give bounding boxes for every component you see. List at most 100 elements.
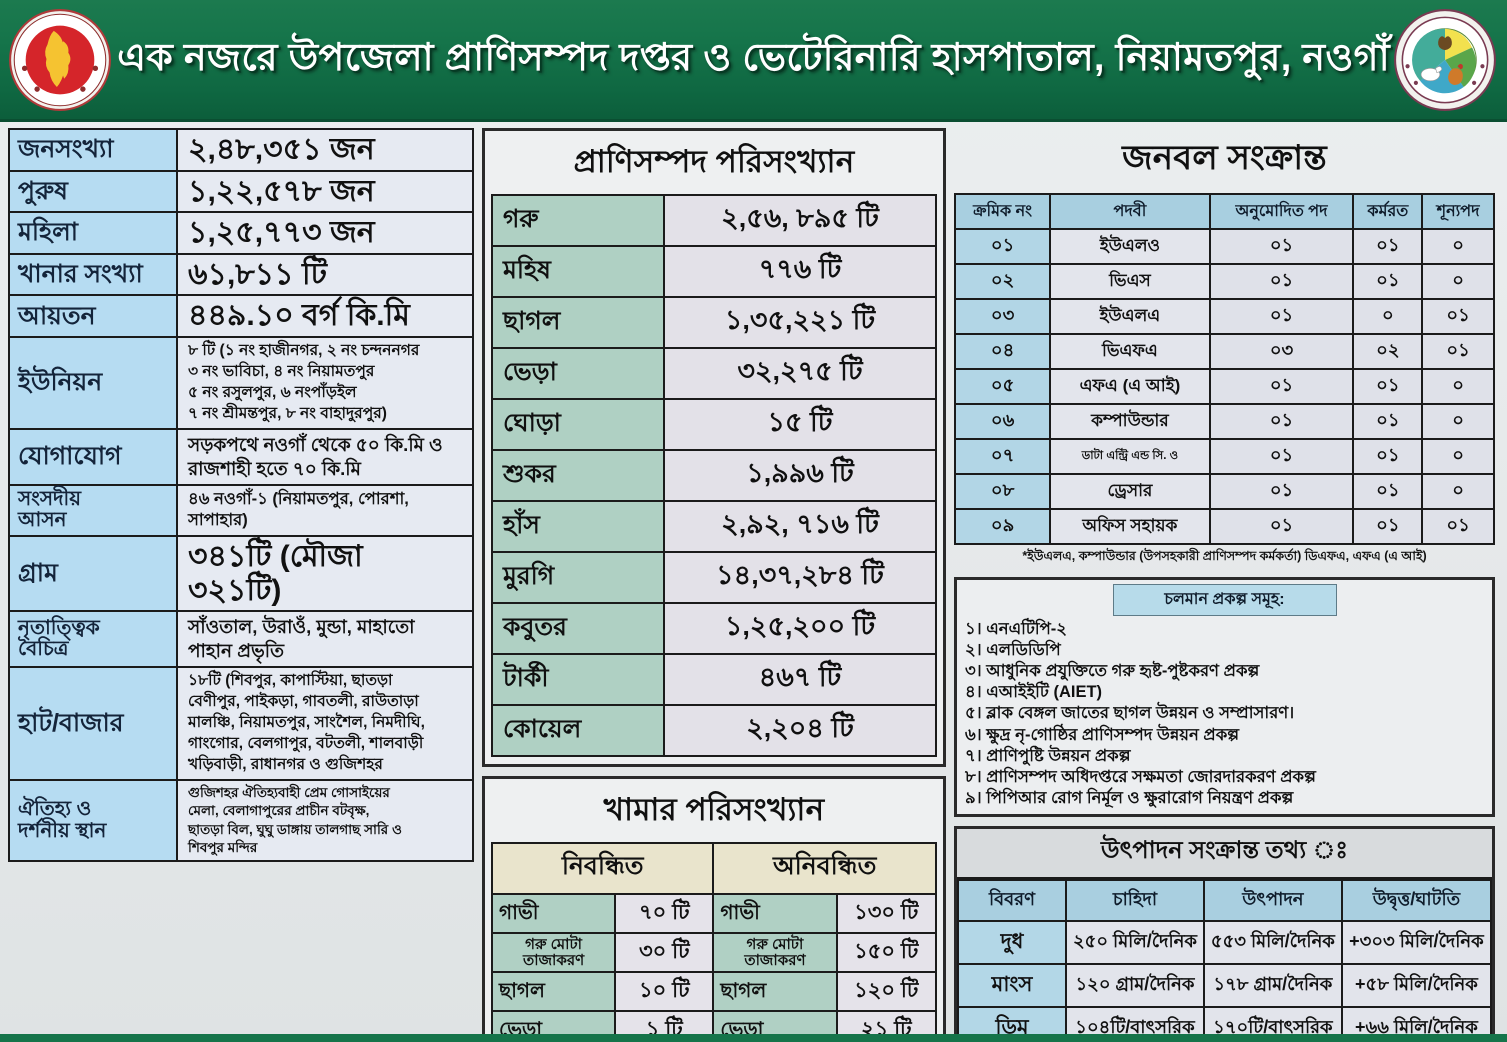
manpower-row: ০১ ইউএলও ০১ ০১ ০ bbox=[953, 228, 1495, 265]
production-column-header: বিবরণ bbox=[957, 878, 1067, 922]
manpower-post: ভিএফএ bbox=[1049, 333, 1211, 370]
manpower-approved: ০১ bbox=[1208, 368, 1355, 405]
farm-unregistered-label: গাভী bbox=[712, 893, 838, 934]
manpower-column-header: অনুমোদিত পদ bbox=[1208, 193, 1355, 230]
livestock-row: ভেড়া ৩২,২৭৫ টি bbox=[491, 347, 937, 400]
production-output: ১৭৮ গ্রাম/দৈনিক bbox=[1202, 962, 1343, 1008]
general-info-label: জনসংখ্যা bbox=[8, 128, 178, 172]
farm-row: ছাগল ১০ টি ছাগল ১২০ টি bbox=[490, 971, 937, 1012]
project-item: ৩। আধুনিক প্রযুক্তিতে গরু হৃষ্ট-পুষ্টকরণ… bbox=[965, 662, 1260, 681]
livestock-label: মুরগি bbox=[491, 551, 665, 604]
project-item: ৮। প্রাণিসম্পদ অধিদপ্তরে সক্ষমতা জোরদারক… bbox=[965, 767, 1316, 786]
livestock-row: টার্কী ৪৬৭ টি bbox=[491, 653, 937, 706]
livestock-row: মহিষ ৭৭৬ টি bbox=[491, 245, 937, 298]
production-surplus: +৩০৩ মিলি/দৈনিক bbox=[1340, 919, 1493, 965]
general-info-value: সড়কপথে নওগাঁ থেকে ৫০ কি.মি ও রাজশাহী হতে… bbox=[176, 427, 474, 486]
manpower-title: জনবল সংক্রান্ত bbox=[1122, 139, 1327, 177]
manpower-row: ০৮ ড্রেসার ০১ ০১ ০ bbox=[953, 473, 1495, 510]
manpower-approved: ০১ bbox=[1208, 298, 1355, 335]
general-info-value: ৩৪১টি (মৌজা ৩২১টি) bbox=[176, 534, 474, 613]
project-item: ৯। পিপিআর রোগ নির্মূল ও ক্ষুরারোগ নিয়ন্… bbox=[965, 788, 1294, 807]
livestock-count: ৭৭৬ টি bbox=[663, 245, 937, 298]
manpower-serial: ০২ bbox=[953, 263, 1052, 300]
production-column-header: উদ্বৃত্ত/ঘাটতি bbox=[1340, 878, 1493, 922]
project-item: ৪। এআইইটি (AIET) bbox=[965, 683, 1103, 702]
general-info-label: পুরুষ bbox=[8, 169, 178, 214]
livestock-row: ছাগল ১,৩৫,২২১ টি bbox=[491, 296, 937, 349]
general-info-label: ঐতিহ্য ও দর্শনীয় স্থান bbox=[8, 778, 178, 863]
manpower-vacant: ০ bbox=[1421, 438, 1495, 475]
manpower-post: ভিএস bbox=[1049, 263, 1211, 300]
manpower-serial: ০৯ bbox=[953, 508, 1052, 545]
livestock-count: ৪৬৭ টি bbox=[663, 653, 937, 706]
production-item: মাংস bbox=[957, 962, 1067, 1008]
manpower-row: ০৯ অফিস সহায়ক ০১ ০১ ০১ bbox=[953, 508, 1495, 545]
farm-registered-label: গরু মোটা তাজাকরণ bbox=[490, 932, 617, 973]
production-column-header: উৎপাদন bbox=[1202, 878, 1343, 922]
manpower-serial: ০৭ bbox=[953, 438, 1052, 475]
manpower-vacant: ০ bbox=[1421, 473, 1495, 510]
general-info-label: গ্রাম bbox=[8, 534, 178, 613]
manpower-post: ডাটা এন্ট্রি এন্ড সি. ও bbox=[1049, 438, 1211, 475]
manpower-post: ইউএলএ bbox=[1049, 298, 1211, 335]
livestock-panel: প্রাণিসম্পদ পরিসংখ্যান গরু ২,৫৬, ৮৯৫ টি মহ… bbox=[482, 128, 946, 767]
farm-group-unregistered: অনিবন্ধিত bbox=[712, 842, 937, 895]
general-info-row: যোগাযোগ সড়কপথে নওগাঁ থেকে ৫০ কি.মি ও রাজশ… bbox=[8, 427, 474, 486]
manpower-working: ০১ bbox=[1352, 228, 1424, 265]
general-info-label: মহিলা bbox=[8, 211, 178, 255]
manpower-vacant: ০১ bbox=[1421, 508, 1495, 545]
manpower-approved: ০১ bbox=[1208, 403, 1355, 440]
bangladesh-government-seal-icon bbox=[9, 9, 111, 111]
manpower-vacant: ০ bbox=[1421, 403, 1495, 440]
department-of-livestock-services-seal-icon bbox=[1394, 9, 1496, 111]
farm-unregistered-count: ১৫০ টি bbox=[835, 932, 937, 973]
production-surplus: +৫৮ মিলি/দৈনিক bbox=[1340, 962, 1493, 1008]
projects-list: ১। এনএটিপি-২ ২। এলডিডিপি ৩। আধুনিক প্রযুক্… bbox=[963, 619, 1486, 809]
farm-unregistered-label: ছাগল bbox=[712, 971, 838, 1012]
manpower-serial: ০৩ bbox=[953, 298, 1052, 335]
production-table: বিবরণ চাহিদা উৎপাদন উদ্বৃত্ত/ঘাটতি দুধ ২৫০ ম… bbox=[957, 878, 1493, 1042]
manpower-approved: ০১ bbox=[1208, 508, 1355, 545]
general-info-label: খানার সংখ্যা bbox=[8, 252, 178, 297]
manpower-working: ০২ bbox=[1352, 333, 1424, 370]
production-title: উৎপাদন সংক্রান্ত তথ্য ঃ bbox=[957, 828, 1492, 879]
livestock-column: প্রাণিসম্পদ পরিসংখ্যান গরু ২,৫৬, ৮৯৫ টি মহ… bbox=[482, 128, 946, 1042]
livestock-row: শুকর ১,৯৯৬ টি bbox=[491, 449, 937, 502]
livestock-count: ১,৩৫,২২১ টি bbox=[663, 296, 937, 349]
manpower-working: ০ bbox=[1352, 298, 1424, 335]
manpower-approved: ০১ bbox=[1208, 263, 1355, 300]
livestock-row: কবুতর ১,২৫,২০০ টি bbox=[491, 602, 937, 655]
farm-group-registered: নিবন্ধিত bbox=[490, 842, 715, 895]
manpower-note: *ইউএলএ, কম্পাউন্ডার (উপসহকারী প্রাণিসম্প… bbox=[1022, 549, 1427, 563]
manpower-row: ০৭ ডাটা এন্ট্রি এন্ড সি. ও ০১ ০১ ০ bbox=[953, 438, 1495, 475]
livestock-count: ৩২,২৭৫ টি bbox=[663, 347, 937, 400]
general-info-row: হাট/বাজার ১৮টি (শিবপুর, কাপাস্টিয়া, ছাতড… bbox=[8, 666, 474, 781]
manpower-working: ০১ bbox=[1352, 368, 1424, 405]
production-column-header: চাহিদা bbox=[1065, 878, 1205, 922]
manpower-row: ০৫ এফএ (এ আই) ০১ ০১ ০ bbox=[953, 368, 1495, 405]
general-info-column: জনসংখ্যা ২,৪৮,৩৫১ জন পুরুষ ১,২২,৫৭৮ জন মহিলা… bbox=[8, 128, 474, 1038]
manpower-approved: ০৩ bbox=[1208, 333, 1355, 370]
general-info-row: নৃতাত্ত্বিক বৈচিত্র সাঁওতাল, উরাওঁ, মুন্ডা… bbox=[8, 610, 474, 669]
farm-row: গাভী ৭০ টি গাভী ১৩০ টি bbox=[490, 893, 937, 934]
general-info-table: জনসংখ্যা ২,৪৮,৩৫১ জন পুরুষ ১,২২,৫৭৮ জন মহিলা… bbox=[8, 128, 474, 863]
footer-bar bbox=[0, 1034, 1507, 1042]
general-info-value: সাঁওতাল, উরাওঁ, মুন্ডা, মাহাতো পাহান প্রভ… bbox=[176, 610, 474, 669]
farm-table: নিবন্ধিত অনিবন্ধিত গাভী ৭০ টি গাভী ১৩০ টি গরু … bbox=[490, 842, 937, 1042]
livestock-count: ১৫ টি bbox=[663, 398, 937, 451]
livestock-row: মুরগি ১৪,৩৭,২৮৪ টি bbox=[491, 551, 937, 604]
manpower-column-header: শূন্যপদ bbox=[1421, 193, 1495, 230]
manpower-approved: ০১ bbox=[1208, 438, 1355, 475]
livestock-count: ২,২০৪ টি bbox=[663, 704, 937, 757]
general-info-row: জনসংখ্যা ২,৪৮,৩৫১ জন bbox=[8, 128, 474, 172]
general-info-value: ১৮টি (শিবপুর, কাপাস্টিয়া, ছাতড়া বেণীপুর… bbox=[176, 666, 474, 781]
livestock-label: হাঁস bbox=[491, 500, 665, 553]
general-info-label: হাট/বাজার bbox=[8, 666, 178, 781]
general-info-row: ঐতিহ্য ও দর্শনীয় স্থান গুজিশহর ঐতিহ্যবাহী… bbox=[8, 778, 474, 863]
manpower-working: ০১ bbox=[1352, 438, 1424, 475]
production-panel: উৎপাদন সংক্রান্ত তথ্য ঃ বিবরণ চাহিদা উৎপাদ… bbox=[954, 825, 1495, 1042]
livestock-row: ঘোড়া ১৫ টি bbox=[491, 398, 937, 451]
project-item: ২। এলডিডিপি bbox=[965, 641, 1061, 660]
manpower-approved: ০১ bbox=[1208, 473, 1355, 510]
